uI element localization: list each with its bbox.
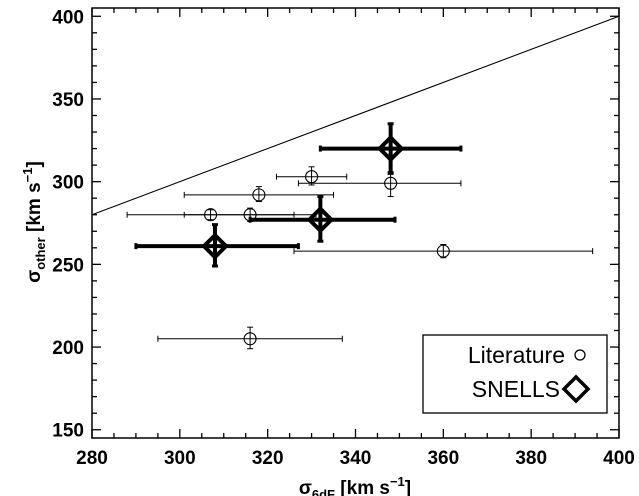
literature-marker bbox=[243, 332, 257, 346]
literature-point bbox=[183, 186, 335, 202]
x-axis-subscript: 6dF bbox=[312, 487, 335, 496]
x-tick-label: 400 bbox=[603, 448, 635, 469]
legend-label-snells: SNELLS bbox=[472, 376, 560, 402]
literature-point bbox=[297, 171, 462, 198]
x-tick-label: 300 bbox=[164, 448, 196, 469]
y-tick-label: 350 bbox=[52, 90, 84, 111]
snells-point bbox=[248, 195, 397, 243]
y-axis-title: σother [km s−1] bbox=[20, 161, 48, 283]
literature-point bbox=[157, 326, 343, 350]
literature-point bbox=[293, 244, 594, 259]
y-tick-label: 300 bbox=[52, 173, 84, 194]
y-tick-label: 400 bbox=[52, 7, 84, 28]
snells-point bbox=[318, 122, 463, 175]
y-axis-exponent: −1 bbox=[20, 168, 35, 183]
snells-marker bbox=[376, 134, 405, 163]
y-tick-label: 150 bbox=[52, 421, 84, 442]
one-to-one-line bbox=[91, 15, 620, 216]
literature-marker bbox=[436, 244, 450, 258]
x-axis-title: σ6dF [km s−1] bbox=[299, 474, 411, 496]
plot-area bbox=[91, 15, 620, 350]
snells-marker bbox=[201, 232, 229, 260]
literature-marker bbox=[252, 188, 266, 202]
x-tick-label: 320 bbox=[252, 448, 284, 469]
legend-label-literature: Literature bbox=[468, 342, 565, 368]
axis-ticks bbox=[91, 8, 620, 438]
x-tick-label: 340 bbox=[340, 448, 372, 469]
tick-labels: 280 300 320 340 360 380 400 150 200 250 300 350 400 bbox=[52, 7, 635, 469]
x-tick-label: 360 bbox=[427, 448, 459, 469]
x-axis-units: [km s bbox=[335, 478, 390, 496]
legend-circle-icon bbox=[574, 349, 586, 361]
literature-marker bbox=[384, 176, 398, 190]
y-axis-close: ] bbox=[24, 161, 45, 167]
x-tick-label: 280 bbox=[76, 448, 108, 469]
x-tick-label: 380 bbox=[515, 448, 547, 469]
y-axis-symbol: σ bbox=[24, 270, 45, 283]
y-axis-units: [km s bbox=[24, 182, 45, 237]
legend-diamond-icon bbox=[561, 374, 591, 404]
snells-marker bbox=[306, 205, 335, 234]
literature-marker bbox=[305, 170, 319, 184]
y-tick-label: 250 bbox=[52, 255, 84, 276]
literature-point bbox=[275, 166, 348, 186]
snells-point bbox=[134, 223, 300, 268]
x-axis-close: ] bbox=[405, 478, 411, 496]
y-axis-subscript: other bbox=[33, 237, 48, 270]
y-tick-label: 200 bbox=[52, 338, 84, 359]
x-axis-exponent: −1 bbox=[390, 474, 405, 489]
x-axis-symbol: σ bbox=[299, 478, 312, 496]
legend: Literature SNELLS bbox=[422, 334, 608, 414]
